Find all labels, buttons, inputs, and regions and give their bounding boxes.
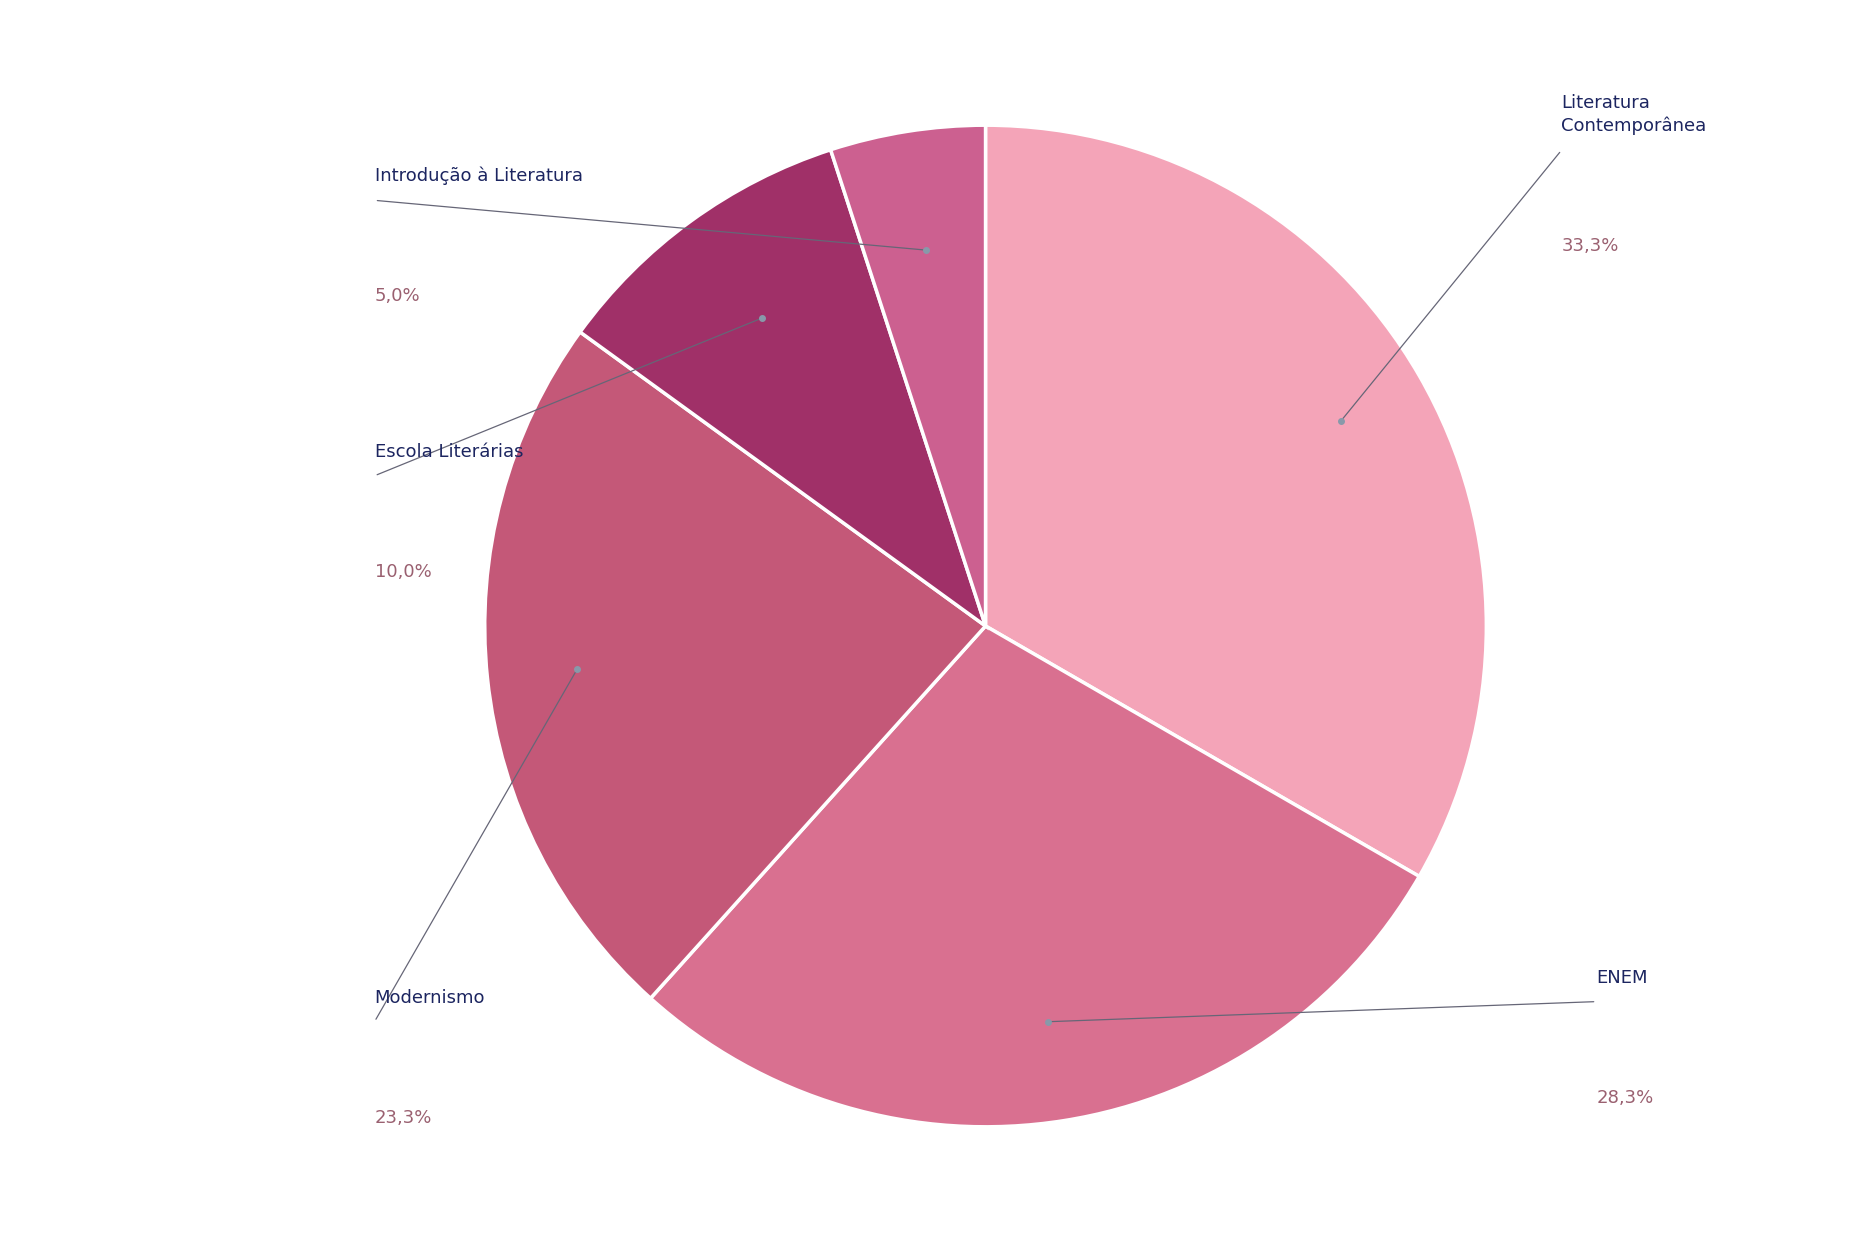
Text: Introdução à Literatura: Introdução à Literatura — [375, 167, 582, 185]
Text: 5,0%: 5,0% — [375, 288, 419, 305]
Text: Literatura
Contemporânea: Literatura Contemporânea — [1560, 94, 1707, 135]
Text: LITERATURA: LITERATURA — [33, 454, 82, 798]
Wedge shape — [651, 626, 1419, 1127]
Text: 23,3%: 23,3% — [375, 1109, 432, 1127]
Text: 28,3%: 28,3% — [1595, 1089, 1653, 1107]
Wedge shape — [484, 332, 985, 998]
Text: 33,3%: 33,3% — [1560, 238, 1618, 255]
Text: ENEM: ENEM — [1595, 969, 1647, 987]
Text: Modernismo: Modernismo — [375, 989, 484, 1007]
Wedge shape — [985, 125, 1486, 876]
Wedge shape — [581, 150, 985, 626]
Text: Escola Literárias: Escola Literárias — [375, 443, 523, 461]
Wedge shape — [831, 125, 985, 626]
Text: 10,0%: 10,0% — [375, 563, 430, 581]
